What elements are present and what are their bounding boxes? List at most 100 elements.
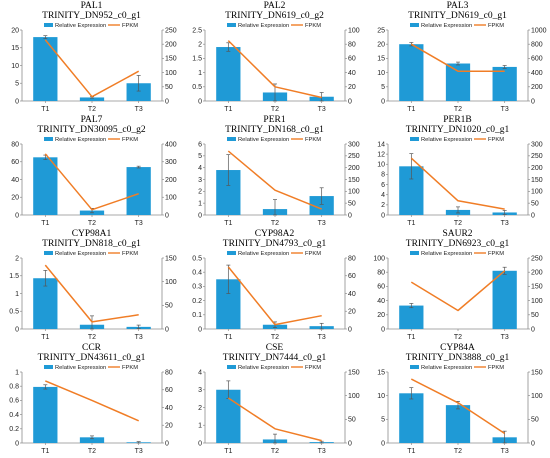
x-tick-label: T2	[454, 334, 462, 341]
error-bar-t1	[43, 270, 48, 287]
x-tick-label: T2	[88, 334, 96, 341]
y-tick-label: 0.1	[192, 312, 202, 319]
bar-t1	[33, 157, 58, 215]
legend-line-label: FPKM	[488, 137, 504, 143]
y-tick-label: 2.5	[192, 27, 202, 34]
contig-title: TRINITY_DN952_c0_g1	[42, 11, 141, 21]
contig-title: TRINITY_DN7444_c0_g1	[222, 353, 327, 363]
chart-panel-per1b: PER1B TRINITY_DN1020_c0_g1 Relative Expres…	[366, 114, 549, 228]
x-tick-label: T2	[88, 448, 96, 455]
x-tick-label: T1	[407, 220, 415, 227]
y2-tick-label: 400	[531, 70, 543, 77]
y2-tick-label: 50	[531, 200, 539, 207]
fpkm-line	[227, 40, 322, 99]
x-tick-label: T3	[501, 448, 509, 455]
y2-tick-label: 300	[531, 141, 543, 148]
gene-title: CSE	[265, 343, 284, 353]
legend-line-label: FPKM	[305, 365, 321, 371]
error-bar-t1	[226, 264, 231, 294]
y2-tick-label: 20	[348, 84, 356, 91]
y2-tick-label: 1000	[531, 27, 547, 34]
y2-tick-label: 100	[348, 189, 360, 196]
gene-title: CYP98A2	[254, 229, 295, 239]
legend-line-label: FPKM	[305, 137, 321, 143]
y-tick-label: 100	[373, 255, 385, 262]
x-tick-label: T2	[454, 106, 462, 113]
y2-tick-label: 200	[348, 165, 360, 172]
y-tick-label: 0.5	[9, 309, 19, 316]
bar-t1	[33, 37, 58, 101]
y2-tick-label: 400	[165, 141, 177, 148]
y2-tick-label: 80	[348, 42, 356, 49]
y2-tick-label: 50	[348, 417, 356, 424]
contig-title: TRINITY_DN30095_c0_g2	[37, 125, 146, 135]
legend: Relative Expression FPKM	[410, 23, 504, 29]
bar-t2	[79, 437, 105, 443]
y2-tick-label: 0	[165, 212, 169, 219]
x-tick-label: T1	[41, 106, 49, 113]
chart-panel-per1: PER1 TRINITY_DN168_c0_g1 Relative Expressi…	[183, 114, 366, 228]
gene-title: CYP84A	[440, 343, 475, 353]
x-tick-label: T1	[407, 106, 415, 113]
legend-bar-label: Relative Expression	[421, 251, 472, 257]
y2-tick-label: 0	[531, 212, 535, 219]
error-bar-t2	[456, 206, 460, 214]
contig-title: TRINITY_DN619_c0_g1	[408, 11, 507, 21]
error-bar-t3	[136, 324, 141, 329]
error-bar-t3	[319, 440, 324, 444]
contig-title: TRINITY_DN619_c0_g2	[225, 11, 324, 21]
x-tick-label: T1	[224, 334, 232, 341]
y2-tick-label: 40	[348, 70, 356, 77]
y2-tick-label: 40	[165, 405, 173, 412]
x-tick-label: T1	[224, 106, 232, 113]
contig-title: TRINITY_DN6923_c0_g1	[405, 239, 510, 249]
x-tick-label: T3	[318, 220, 326, 227]
x-tick-label: T2	[271, 106, 279, 113]
y-tick-label: 15	[377, 56, 385, 63]
y2-tick-label: 0	[348, 98, 352, 105]
bar-t3	[126, 83, 151, 101]
gene-title: PER1B	[443, 115, 472, 125]
legend-bar-swatch	[227, 365, 236, 369]
legend-bar-label: Relative Expression	[55, 137, 106, 143]
legend-line-label: FPKM	[122, 23, 138, 29]
legend-bar-swatch	[410, 23, 419, 27]
x-tick-label: T3	[135, 106, 143, 113]
y2-tick-label: 200	[531, 270, 543, 277]
y-tick-label: 0	[198, 98, 202, 105]
legend-line-label: FPKM	[488, 23, 504, 29]
chart-svg: Relative Expression FPKM 0 5 10 15 20 25 0 200 400…	[377, 23, 547, 113]
x-tick-label: T3	[135, 334, 143, 341]
y2-tick-label: 300	[165, 159, 177, 166]
x-tick-label: T1	[41, 448, 49, 455]
y2-tick-label: 600	[531, 56, 543, 63]
x-tick-label: T1	[224, 220, 232, 227]
error-bar-t1	[226, 154, 231, 186]
bar-t3	[492, 270, 517, 329]
legend-bar-swatch	[227, 23, 236, 27]
x-tick-label: T3	[501, 334, 509, 341]
fpkm-line	[410, 378, 506, 435]
legend-line-label: FPKM	[122, 365, 138, 371]
y2-tick-label: 50	[165, 303, 173, 310]
legend: Relative Expression FPKM	[44, 251, 138, 257]
x-tick-label: T2	[271, 448, 279, 455]
y-tick-label: 0.2	[192, 298, 202, 305]
error-bar-t1	[409, 303, 414, 309]
y2-tick-label: 50	[165, 84, 173, 91]
chart-panel-pal3: PAL3 TRINITY_DN619_c0_g1 Relative Expressi…	[366, 0, 549, 114]
x-tick-label: T1	[41, 220, 49, 227]
contig-title: TRINITY_DN43611_c0_g1	[37, 353, 146, 363]
bar-t1	[399, 305, 424, 329]
y-tick-label: 0	[15, 326, 19, 333]
y-tick-label: 0	[15, 98, 19, 105]
y-tick-label: 0.5	[192, 255, 202, 262]
legend-bar-label: Relative Expression	[55, 23, 106, 29]
bar-t3	[126, 167, 151, 215]
fpkm-line	[227, 266, 322, 326]
y2-tick-label: 0	[531, 98, 535, 105]
chart-panel-pal2: PAL2 TRINITY_DN619_c0_g2 Relative Expressi…	[183, 0, 366, 114]
chart-svg: Relative Expression FPKM 0 0.5 1 1.5 2 0 50 100 15…	[9, 251, 177, 341]
y2-tick-label: 100	[165, 70, 177, 77]
legend: Relative Expression FPKM	[410, 365, 504, 371]
